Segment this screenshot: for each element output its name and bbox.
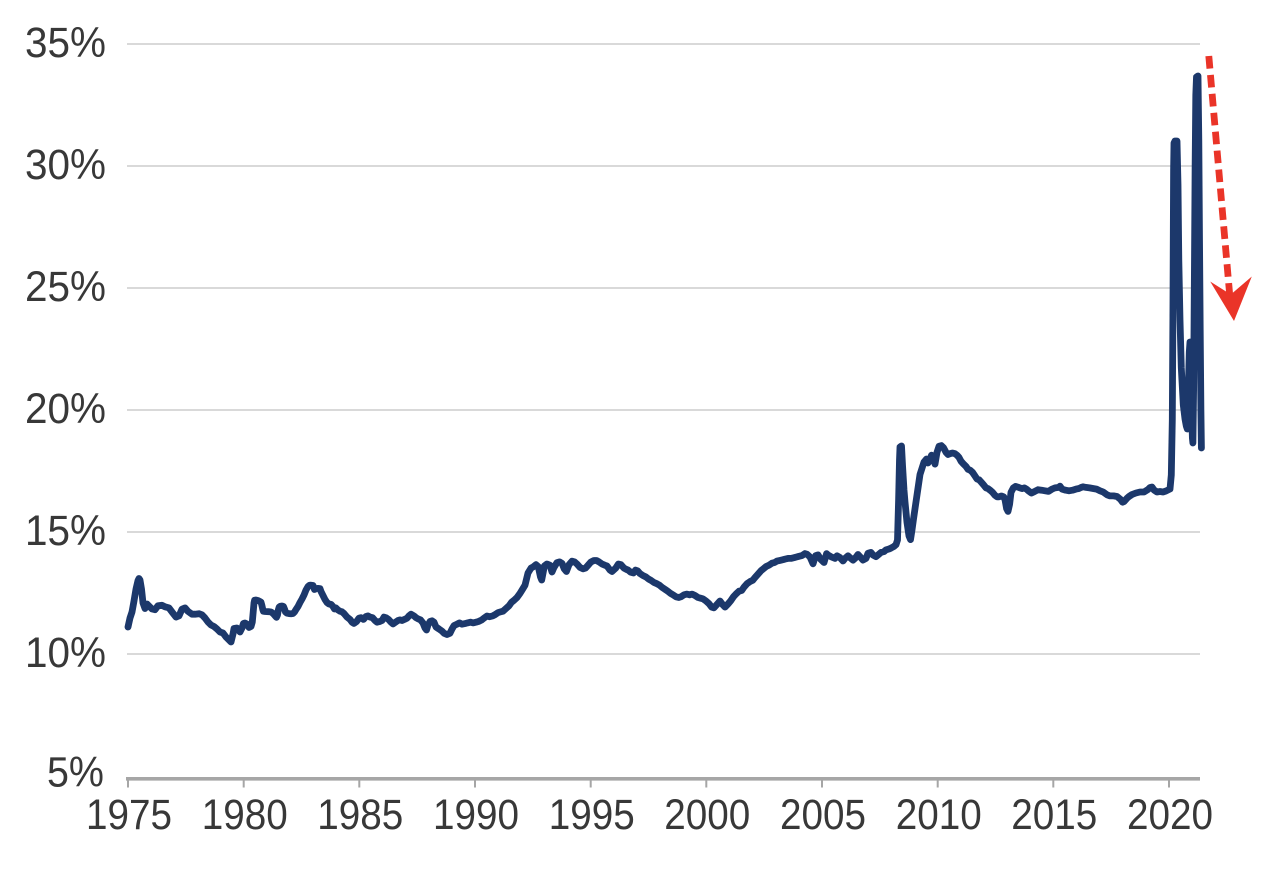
svg-text:1980: 1980: [202, 792, 288, 839]
svg-text:1975: 1975: [86, 792, 172, 839]
svg-text:1995: 1995: [549, 792, 635, 839]
svg-text:30%: 30%: [25, 142, 106, 189]
svg-text:2015: 2015: [1011, 792, 1097, 839]
svg-text:1985: 1985: [317, 792, 403, 839]
svg-text:25%: 25%: [25, 264, 106, 311]
svg-text:20%: 20%: [25, 386, 106, 433]
svg-text:2010: 2010: [896, 792, 982, 839]
svg-text:2000: 2000: [664, 792, 750, 839]
svg-text:10%: 10%: [25, 630, 106, 677]
svg-text:15%: 15%: [25, 508, 106, 555]
svg-text:1990: 1990: [433, 792, 519, 839]
svg-text:5%: 5%: [47, 750, 104, 797]
svg-text:2020: 2020: [1127, 792, 1213, 839]
svg-text:35%: 35%: [25, 20, 106, 67]
svg-text:2005: 2005: [780, 792, 866, 839]
